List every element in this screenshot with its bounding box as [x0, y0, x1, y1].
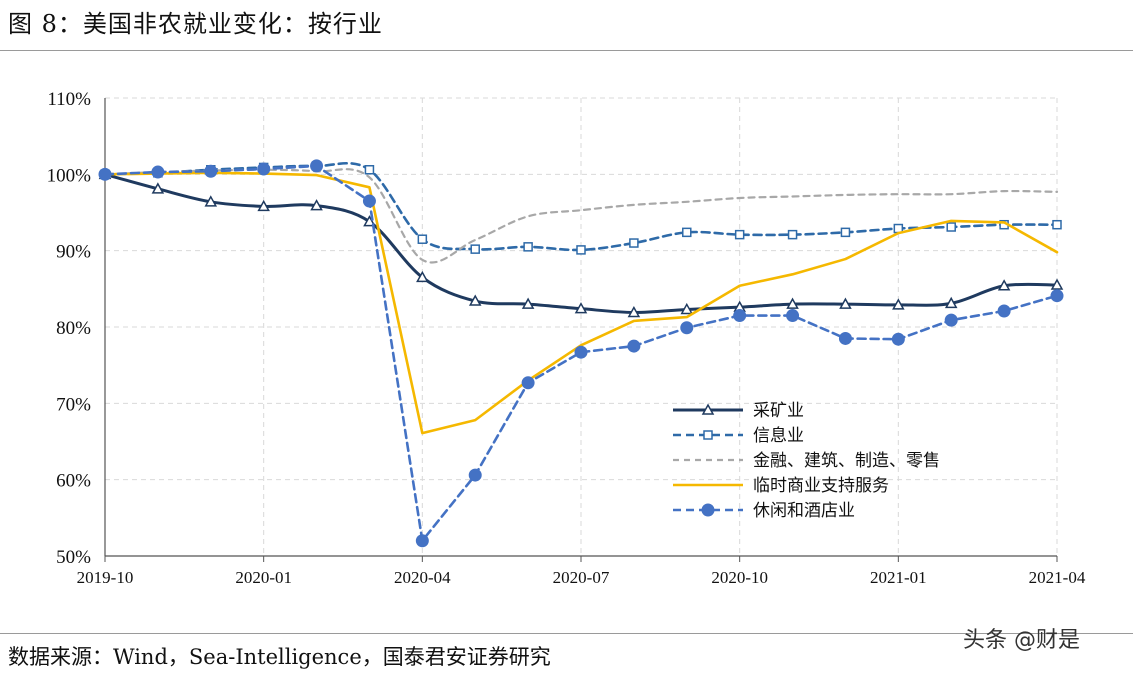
- data-point: [786, 297, 799, 309]
- y-tick-label: 80%: [56, 318, 91, 339]
- data-point: [627, 339, 641, 353]
- data-point: [787, 229, 798, 240]
- data-point: [204, 195, 218, 207]
- y-tick-label: 90%: [56, 242, 91, 263]
- data-point: [1050, 289, 1064, 303]
- y-tick-labels: 50% 60% 70% 80% 90% 100% 110%: [47, 89, 92, 568]
- data-point: [151, 182, 165, 194]
- data-point: [574, 345, 588, 359]
- legend-label: 信息业: [753, 426, 804, 445]
- data-point: [1052, 219, 1062, 230]
- data-point: [415, 534, 429, 548]
- data-point: [733, 309, 747, 323]
- legend-label: 采矿业: [753, 401, 804, 420]
- y-tick-label: 60%: [56, 471, 91, 492]
- bottom-divider: [0, 633, 1133, 634]
- top-divider: [0, 50, 1133, 51]
- legend-item-4: 临时商业支持服务: [673, 476, 889, 495]
- legend-label: 休闲和酒店业: [753, 501, 855, 520]
- legend-marker: [701, 403, 715, 415]
- data-point: [204, 164, 218, 178]
- data-point: [310, 199, 323, 211]
- data-point: [944, 313, 958, 327]
- data-point: [997, 279, 1011, 291]
- grid-lines: [105, 97, 1058, 556]
- series-5: [98, 159, 1064, 548]
- data-point: [470, 244, 480, 254]
- legend-marker: [701, 503, 715, 517]
- x-tick-label: 2019-10: [77, 568, 134, 587]
- x-tick-label: 2020-10: [711, 568, 768, 587]
- legend-item-5: 休闲和酒店业: [673, 501, 855, 520]
- watermark: 头条 @财是: [963, 628, 1080, 653]
- data-point: [364, 165, 375, 175]
- data-point: [257, 199, 270, 212]
- x-tick-label: 2021-01: [870, 568, 927, 587]
- data-point: [629, 238, 639, 248]
- data-point: [839, 297, 852, 309]
- y-tick-label: 50%: [56, 547, 91, 568]
- series-group: [98, 159, 1064, 548]
- data-point: [468, 468, 482, 482]
- data-point: [838, 331, 852, 345]
- y-tick-label: 110%: [47, 89, 91, 110]
- data-point: [840, 227, 851, 238]
- x-tick-label: 2020-04: [394, 568, 451, 587]
- line-chart: 50%60%70%80%90%100%110% 2019-10 2020-01 20…: [47, 89, 1086, 587]
- legend-marker: [703, 430, 713, 440]
- data-point: [574, 302, 588, 314]
- legend-item-2: 信息业: [673, 426, 804, 445]
- data-point: [944, 296, 958, 309]
- data-point: [416, 270, 429, 283]
- data-point: [1050, 278, 1064, 290]
- data-point: [734, 229, 745, 240]
- data-point: [523, 242, 533, 252]
- data-point: [627, 305, 641, 318]
- data-point: [98, 167, 112, 181]
- legend-item-3: 金融、建筑、制造、零售: [673, 451, 940, 470]
- data-point: [997, 304, 1011, 318]
- legend-label: 临时商业支持服务: [753, 476, 889, 495]
- y-tick-label: 100%: [47, 165, 92, 186]
- x-tick-labels: 2019-10 2020-01 2020-04 2020-07 2020-10 2021-…: [77, 568, 1086, 587]
- data-point: [468, 294, 482, 306]
- data-point: [521, 297, 535, 309]
- data-point: [680, 321, 694, 335]
- data-point: [680, 302, 694, 315]
- y-tick-label: 70%: [56, 394, 91, 415]
- data-point: [891, 332, 905, 346]
- data-point: [310, 159, 324, 173]
- data-point: [362, 194, 376, 208]
- data-point: [576, 245, 586, 255]
- x-tick-label: 2021-04: [1029, 568, 1086, 587]
- x-tick-label: 2020-07: [553, 568, 610, 587]
- data-point: [892, 298, 905, 310]
- x-tick-label: 2020-01: [235, 568, 292, 587]
- chart-title: 图 8：美国非农就业变化：按行业: [8, 10, 383, 38]
- legend-label: 金融、建筑、制造、零售: [753, 451, 940, 470]
- source-note: 数据来源：Wind，Sea-Intelligence，国泰君安证券研究: [8, 645, 551, 669]
- data-point: [682, 227, 692, 238]
- data-point: [151, 165, 165, 179]
- legend-item-1: 采矿业: [673, 401, 804, 420]
- data-point: [257, 162, 271, 176]
- data-point: [946, 222, 956, 232]
- data-point: [786, 309, 800, 323]
- data-point: [417, 234, 428, 244]
- data-point: [363, 215, 376, 227]
- data-point: [521, 376, 535, 390]
